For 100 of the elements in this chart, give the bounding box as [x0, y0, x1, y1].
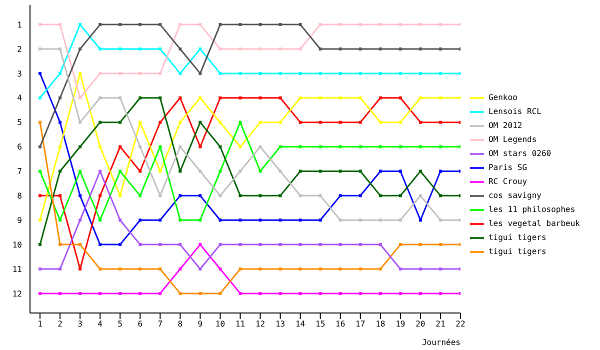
point	[258, 218, 262, 222]
y-tick-label: 8	[17, 192, 22, 201]
point	[258, 194, 262, 198]
point	[118, 96, 122, 100]
point	[78, 243, 82, 246]
point	[58, 218, 62, 222]
point	[338, 145, 342, 148]
point	[298, 72, 302, 75]
point	[38, 120, 42, 124]
point	[98, 268, 102, 270]
point	[178, 194, 182, 198]
point	[118, 23, 122, 26]
y-tick-label: 9	[17, 216, 22, 225]
point	[278, 218, 282, 222]
point	[218, 120, 222, 124]
point	[318, 292, 322, 295]
y-tick-label: 3	[17, 69, 22, 78]
point	[198, 120, 202, 124]
point	[398, 170, 402, 173]
x-tick-label: 2	[58, 320, 63, 329]
point	[298, 48, 302, 50]
point	[218, 96, 222, 100]
legend-label: tigui tigers	[488, 233, 546, 242]
point	[118, 48, 122, 50]
point	[358, 243, 362, 246]
point	[378, 23, 382, 26]
point	[418, 120, 422, 124]
point	[38, 243, 42, 246]
point	[378, 218, 382, 222]
point	[238, 23, 242, 26]
point	[98, 23, 102, 26]
point	[398, 48, 402, 50]
point	[278, 268, 282, 270]
point	[438, 96, 442, 100]
point	[418, 170, 422, 173]
point	[378, 96, 382, 100]
point	[278, 170, 282, 173]
point	[438, 145, 442, 148]
point	[58, 145, 62, 148]
point	[358, 23, 362, 26]
point	[318, 145, 322, 148]
point	[338, 194, 342, 198]
point	[178, 170, 182, 173]
point	[198, 170, 202, 173]
point	[338, 243, 342, 246]
point	[438, 243, 442, 246]
point	[138, 268, 142, 270]
point	[278, 23, 282, 26]
point	[398, 96, 402, 100]
point	[58, 243, 62, 246]
point	[118, 170, 122, 173]
point	[378, 194, 382, 198]
point	[438, 194, 442, 198]
point	[238, 268, 242, 270]
x-tick-label: 8	[178, 320, 183, 329]
point	[438, 48, 442, 50]
point	[58, 268, 62, 270]
point	[418, 268, 422, 270]
point	[258, 23, 262, 26]
point	[118, 72, 122, 75]
point	[258, 268, 262, 270]
point	[138, 170, 142, 173]
point	[338, 120, 342, 124]
point	[278, 194, 282, 198]
point	[398, 268, 402, 270]
point	[258, 72, 262, 75]
point	[138, 48, 142, 50]
point	[278, 292, 282, 295]
point	[98, 243, 102, 246]
point	[38, 72, 42, 75]
point	[438, 23, 442, 26]
point	[298, 145, 302, 148]
point	[138, 292, 142, 295]
y-tick-label: 2	[17, 44, 22, 54]
point	[238, 120, 242, 124]
y-tick-label: 12	[12, 289, 22, 298]
point	[378, 72, 382, 75]
point	[218, 23, 222, 26]
point	[178, 243, 182, 246]
point	[358, 292, 362, 295]
point	[238, 145, 242, 148]
x-tick-label: 18	[376, 320, 386, 329]
legend-label: Paris SG	[488, 163, 528, 172]
point	[378, 48, 382, 50]
point	[198, 194, 202, 198]
point	[138, 120, 142, 124]
point	[158, 194, 162, 198]
point	[218, 292, 222, 295]
point	[118, 194, 122, 198]
point	[118, 218, 122, 222]
point	[58, 292, 62, 295]
point	[338, 96, 342, 100]
point	[78, 72, 82, 75]
point	[178, 218, 182, 222]
y-tick-label: 11	[12, 264, 22, 274]
y-tick-label: 7	[17, 167, 22, 176]
point	[238, 48, 242, 50]
point	[158, 145, 162, 148]
point	[178, 23, 182, 26]
point	[98, 48, 102, 50]
